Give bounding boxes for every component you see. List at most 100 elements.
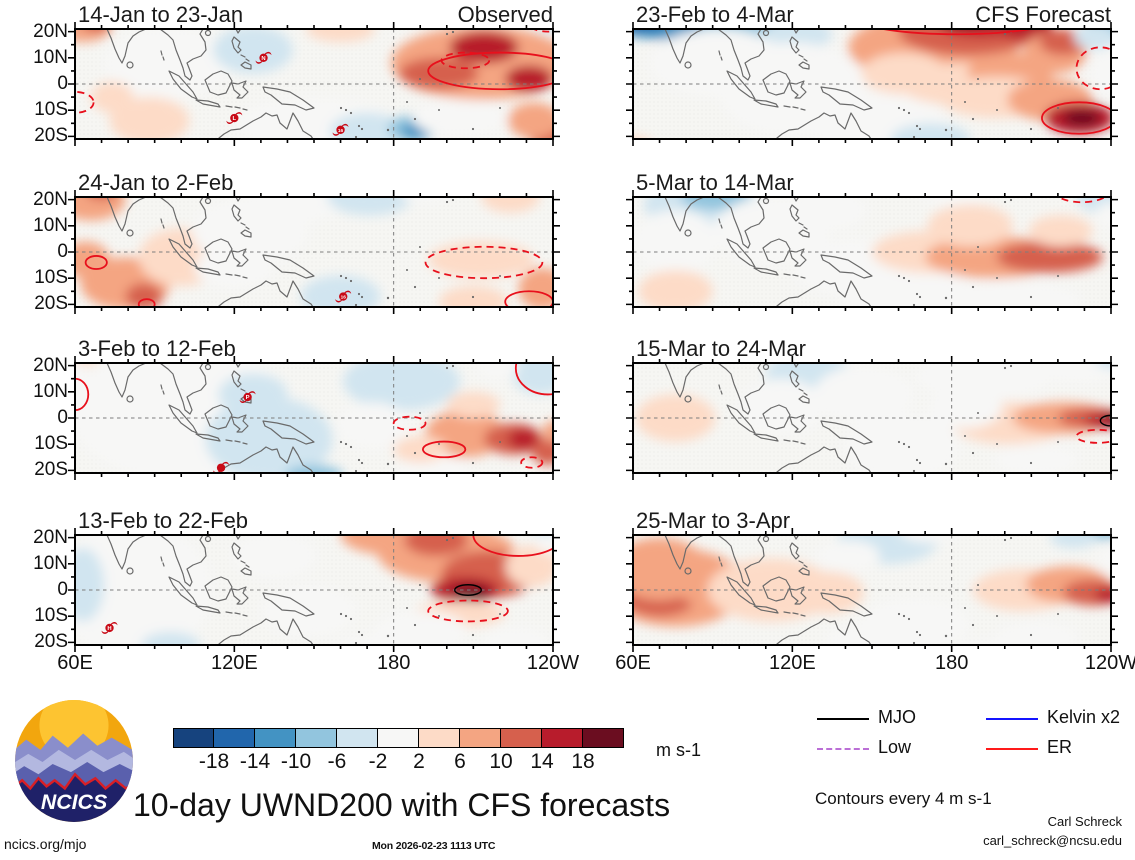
colorbar-cell-3 <box>296 728 337 748</box>
colorbar-tick-18: 18 <box>571 750 595 773</box>
y-label-row0-20s: 20S <box>34 125 68 147</box>
panel-title-25-mar-to-3-apr: 25-Mar to 3-Apr <box>636 508 791 533</box>
colorbar-cell-10 <box>583 728 624 748</box>
legend-line-mjo <box>817 718 869 720</box>
credit-name: Carl Schreck <box>1047 814 1122 829</box>
x-label-observed-120w: 120W <box>526 652 580 674</box>
y-label-row0-0: 0 <box>57 73 68 94</box>
colorbar-tick--6: -6 <box>327 750 347 773</box>
y-label-row2-10s: 10S <box>34 433 68 455</box>
x-label-forecast-120e: 120E <box>768 652 816 674</box>
colorbar-cell-5 <box>378 728 419 748</box>
storm-symbol-16: 16 <box>332 123 349 136</box>
storm-symbol-h: H <box>101 622 118 634</box>
storm-symbol-p: P <box>239 391 256 403</box>
colorbar-cell-4 <box>337 728 378 748</box>
colorbar-tick-2: 2 <box>413 750 425 773</box>
svg-text:P: P <box>246 395 250 401</box>
panel-title-14-jan-to-23-jan: 14-Jan to 23-Jan <box>78 2 244 27</box>
logo-text: NCICS <box>41 790 107 814</box>
colorbar-tick--14: -14 <box>239 750 271 773</box>
colorbar-cell-2 <box>255 728 296 748</box>
svg-text:H: H <box>107 626 111 632</box>
map-panel-24-jan-to-2-feb: 16 <box>68 190 560 314</box>
colorbar-tick--10: -10 <box>280 750 312 773</box>
storm-symbol-16: 16 <box>335 290 352 303</box>
panel-title-5-mar-to-14-mar: 5-Mar to 14-Mar <box>636 170 794 195</box>
y-label-row3-10n: 10N <box>33 552 68 574</box>
map-panel-25-mar-to-3-apr <box>626 528 1118 652</box>
map-panel-5-mar-to-14-mar <box>626 190 1118 314</box>
svg-text:L: L <box>233 116 237 122</box>
legend-line-kelvin-x2 <box>986 718 1038 720</box>
y-label-row3-10s: 10S <box>34 605 68 627</box>
legend-label-mjo: MJO <box>878 707 916 727</box>
credit-email: carl_schreck@ncsu.edu <box>983 833 1122 848</box>
map-panel-23-feb-to-4-mar <box>626 22 1118 146</box>
panel-title-15-mar-to-24-mar: 15-Mar to 24-Mar <box>636 336 806 361</box>
panel-corner-label-14-jan-to-23-jan: Observed <box>457 2 553 27</box>
y-label-row0-10n: 10N <box>33 46 68 68</box>
svg-text:16: 16 <box>338 128 344 134</box>
colorbar-cell-8 <box>501 728 542 748</box>
ncics-logo: NCICS <box>15 700 133 822</box>
y-label-row1-10n: 10N <box>33 214 68 236</box>
x-label-observed-60e: 60E <box>57 652 93 674</box>
colorbar-cell-6 <box>419 728 460 748</box>
y-label-row1-0: 0 <box>57 241 68 262</box>
timestamp: Mon 2026-02-23 1113 UTC <box>372 840 496 852</box>
contour-interval-note: Contours every 4 m s-1 <box>815 789 992 808</box>
y-label-row1-10s: 10S <box>34 267 68 289</box>
figure-title: 10-day UWND200 with CFS forecasts <box>133 787 671 823</box>
logo-ridge-line <box>15 772 133 791</box>
legend-label-low: Low <box>878 737 912 757</box>
y-label-row3-0: 0 <box>57 579 68 600</box>
logo-base <box>15 774 133 822</box>
x-label-forecast-60e: 60E <box>615 652 651 674</box>
colorbar-cell-9 <box>542 728 583 748</box>
panel-corner-label-23-feb-to-4-mar: CFS Forecast <box>975 2 1111 27</box>
colorbar-tick-10: 10 <box>489 750 513 773</box>
colorbar-tick--2: -2 <box>368 750 388 773</box>
panel-title-24-jan-to-2-feb: 24-Jan to 2-Feb <box>78 170 234 195</box>
y-label-row3-20s: 20S <box>34 631 68 653</box>
y-label-row2-10n: 10N <box>33 380 68 402</box>
svg-text:16: 16 <box>341 295 347 301</box>
y-label-row0-10s: 10S <box>34 99 68 121</box>
colorbar-cell-7 <box>460 728 501 748</box>
legend-label-kelvin-x2: Kelvin x2 <box>1047 707 1121 727</box>
colorbar-units: m s-1 <box>656 740 701 760</box>
x-label-observed-120e: 120E <box>210 652 258 674</box>
site-link: ncics.org/mjo <box>4 836 87 852</box>
legend-line-er <box>986 748 1038 750</box>
x-label-observed-180: 180 <box>376 652 411 674</box>
colorbar <box>173 728 624 748</box>
storm-symbol-n: N <box>255 51 272 64</box>
x-label-forecast-180: 180 <box>934 652 969 674</box>
storm-symbol-l: L <box>226 112 243 124</box>
map-panel-3-feb-to-12-feb: P <box>68 356 560 480</box>
svg-text:N: N <box>261 56 265 62</box>
colorbar-cell-1 <box>214 728 255 748</box>
y-label-row3-20n: 20N <box>33 526 68 548</box>
y-label-row2-20s: 20S <box>34 459 68 481</box>
y-label-row0-20n: 20N <box>33 20 68 42</box>
legend-label-er: ER <box>1047 737 1073 757</box>
colorbar-tick-14: 14 <box>530 750 554 773</box>
panel-title-23-feb-to-4-mar: 23-Feb to 4-Mar <box>636 2 794 27</box>
colorbar-tick--18: -18 <box>198 750 230 773</box>
map-panel-14-jan-to-23-jan: N L 16 <box>68 22 560 146</box>
y-label-row1-20s: 20S <box>34 293 68 315</box>
x-label-forecast-120w: 120W <box>1084 652 1135 674</box>
colorbar-tick-6: 6 <box>454 750 466 773</box>
map-panel-15-mar-to-24-mar <box>626 356 1118 480</box>
y-label-row2-20n: 20N <box>33 354 68 376</box>
panel-title-3-feb-to-12-feb: 3-Feb to 12-Feb <box>78 336 236 361</box>
y-label-row1-20n: 20N <box>33 188 68 210</box>
panel-title-13-feb-to-22-feb: 13-Feb to 22-Feb <box>78 508 248 533</box>
y-label-row2-0: 0 <box>57 407 68 428</box>
legend-line-low <box>817 748 869 750</box>
colorbar-cell-0 <box>173 728 214 748</box>
map-panel-13-feb-to-22-feb: H <box>68 528 560 652</box>
